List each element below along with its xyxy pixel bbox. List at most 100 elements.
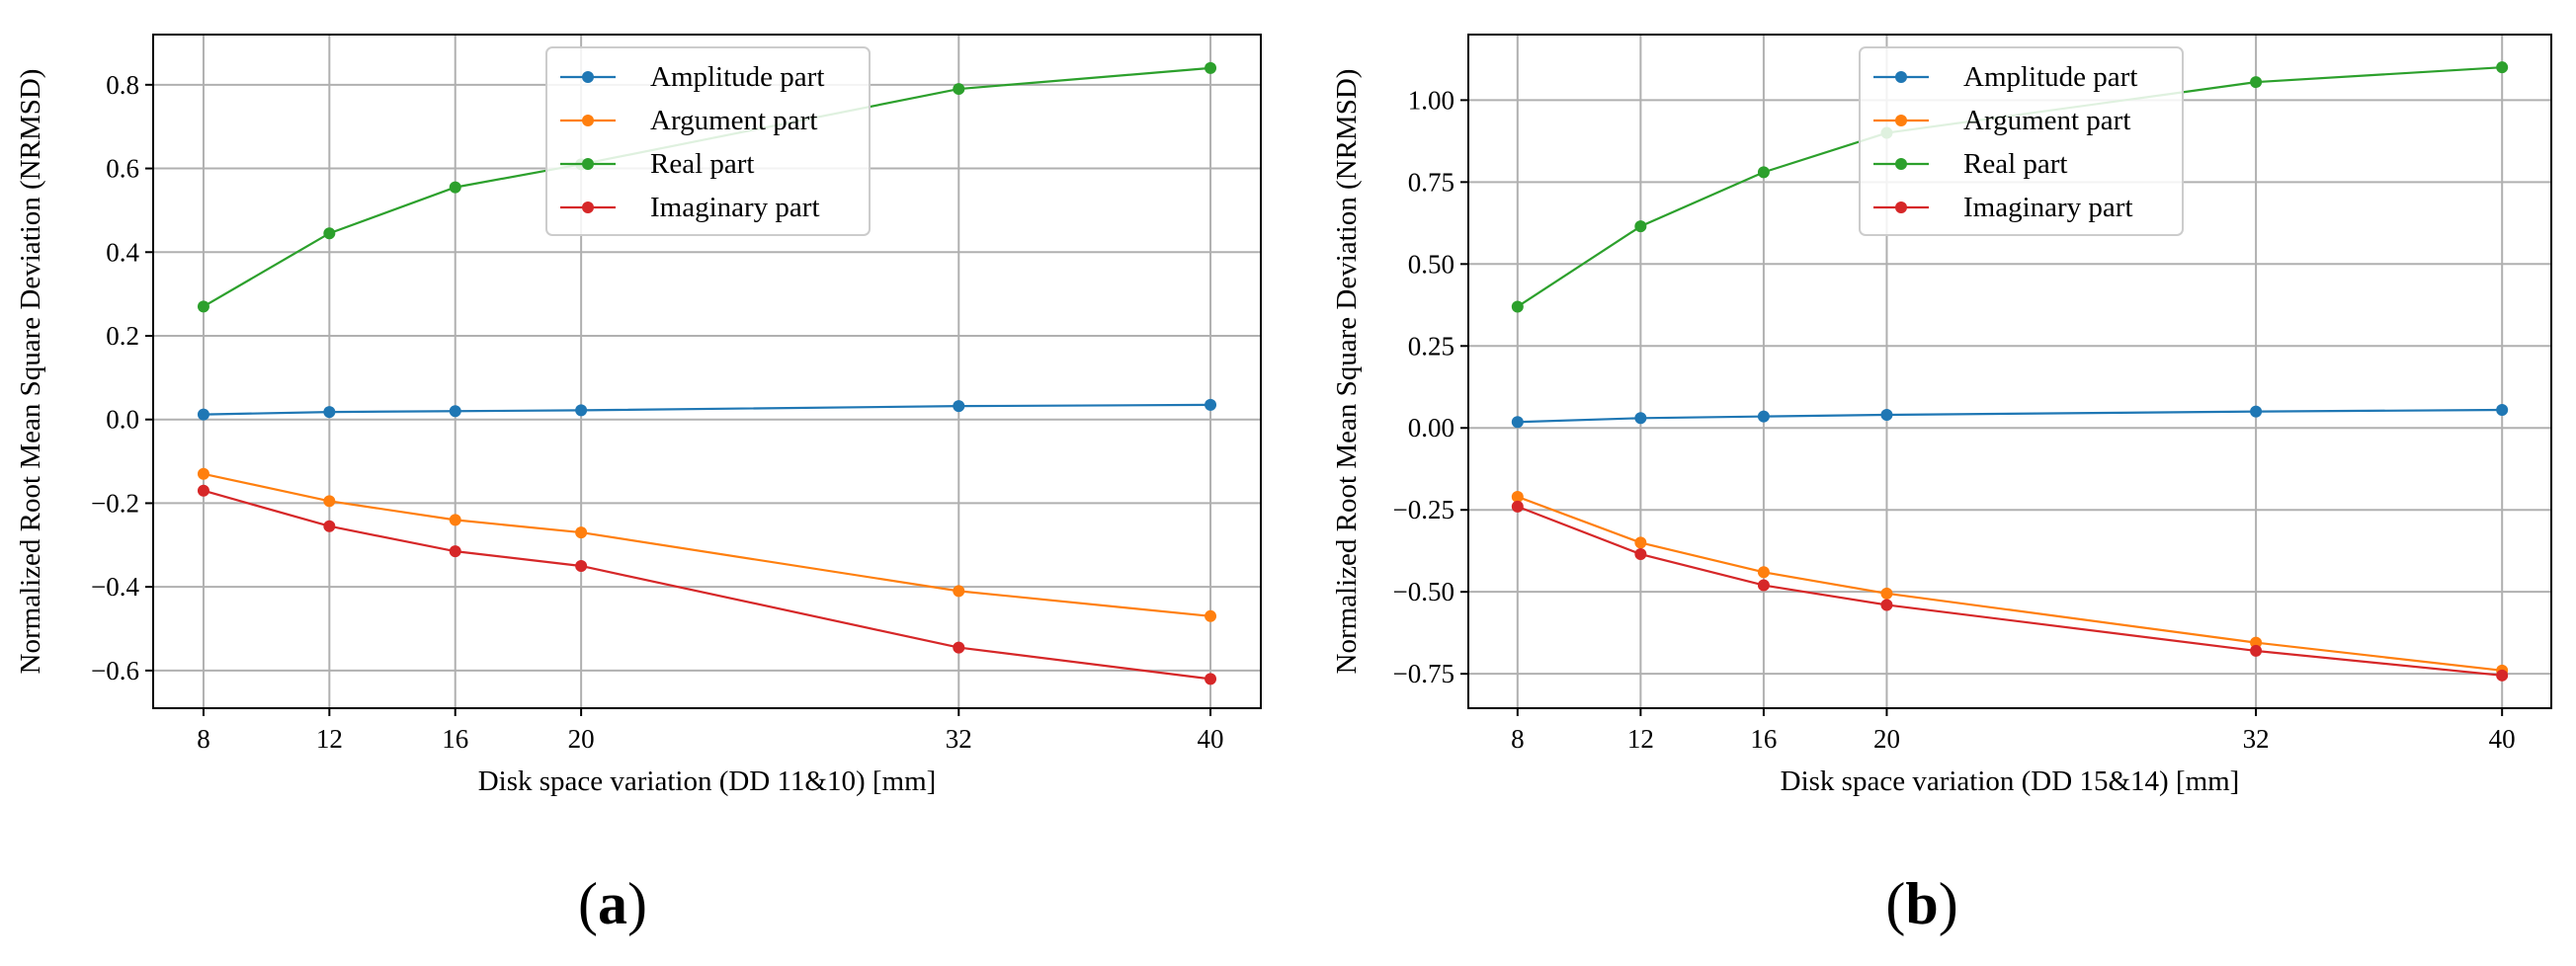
legend-label-amplitude: Amplitude part bbox=[650, 61, 824, 93]
legend-marker-amplitude bbox=[582, 71, 594, 83]
axes-frame bbox=[1467, 34, 2552, 709]
data-point-argument bbox=[1634, 536, 1647, 549]
data-point-imaginary bbox=[2250, 644, 2263, 657]
data-point-amplitude bbox=[1880, 408, 1893, 421]
legend-label-amplitude: Amplitude part bbox=[1963, 61, 2137, 93]
legend-marker-real bbox=[1895, 158, 1907, 170]
data-point-amplitude bbox=[1511, 416, 1524, 429]
x-axis-label: Disk space variation (DD 15&14) [mm] bbox=[1781, 765, 2240, 797]
legend-marker-argument bbox=[582, 115, 594, 126]
data-point-amplitude bbox=[1757, 410, 1770, 423]
axes-frame bbox=[152, 34, 1262, 709]
x-axis-label: Disk space variation (DD 11&10) [mm] bbox=[478, 765, 937, 797]
data-point-real bbox=[2250, 76, 2263, 89]
legend-marker-imaginary bbox=[582, 201, 594, 213]
data-point-imaginary bbox=[323, 520, 336, 532]
data-point-argument bbox=[575, 526, 588, 539]
series-line-real bbox=[203, 66, 1211, 308]
series-line-amplitude bbox=[1517, 408, 2503, 424]
x-tick-label: 20 bbox=[568, 724, 595, 754]
x-tick-label: 40 bbox=[2489, 724, 2516, 754]
legend-marker-argument bbox=[1895, 115, 1907, 126]
data-point-real bbox=[1205, 61, 1217, 74]
x-tick-label: 16 bbox=[442, 724, 468, 754]
legend-label-argument: Argument part bbox=[1963, 105, 2130, 136]
data-point-imaginary bbox=[1205, 673, 1217, 685]
data-point-imaginary bbox=[1511, 500, 1524, 513]
data-point-amplitude bbox=[2250, 405, 2263, 418]
data-point-amplitude bbox=[2496, 403, 2509, 416]
x-tick-label: 12 bbox=[1627, 724, 1654, 754]
panel-label: (b) bbox=[1885, 871, 1957, 936]
data-point-argument bbox=[449, 514, 461, 526]
data-point-real bbox=[2496, 61, 2509, 74]
legend-label-real: Real part bbox=[650, 148, 754, 180]
data-point-real bbox=[449, 181, 461, 194]
legend: Amplitude part Argument part Real part Imag… bbox=[545, 46, 871, 236]
data-point-argument bbox=[1511, 490, 1524, 503]
data-point-argument bbox=[1880, 587, 1893, 600]
legend-box bbox=[545, 46, 871, 236]
panel-label-open: ( bbox=[1885, 871, 1905, 936]
data-point-amplitude bbox=[575, 404, 588, 417]
x-tick-label: 8 bbox=[1511, 724, 1525, 754]
y-tick-label: −0.4 bbox=[91, 572, 139, 602]
series-line-argument bbox=[1517, 495, 2503, 672]
panel-label-letter: b bbox=[1905, 871, 1938, 936]
chart-panel-1: 8 12 16 20 32 40 −0.75 −0.50 −0.25 0.00 0.25 0.50 0.… bbox=[1331, 34, 2552, 936]
series-line-imaginary bbox=[1517, 505, 2503, 677]
data-point-argument bbox=[1757, 566, 1770, 579]
panel-label-letter: a bbox=[598, 871, 627, 936]
data-point-argument bbox=[1205, 609, 1217, 622]
data-point-imaginary bbox=[197, 484, 209, 497]
y-tick-label: 0.4 bbox=[106, 237, 139, 267]
legend-label-imaginary: Imaginary part bbox=[1963, 192, 2133, 223]
x-tick-label: 32 bbox=[946, 724, 972, 754]
x-tick-label: 20 bbox=[1873, 724, 1900, 754]
data-point-argument bbox=[2250, 636, 2263, 649]
data-point-imaginary bbox=[1880, 599, 1893, 611]
data-point-amplitude bbox=[323, 406, 336, 419]
panel-label: (a) bbox=[578, 871, 647, 936]
data-point-real bbox=[323, 227, 336, 240]
legend: Amplitude part Argument part Real part Imag… bbox=[1859, 46, 2184, 236]
x-tick-label: 12 bbox=[316, 724, 343, 754]
data-point-amplitude bbox=[449, 405, 461, 418]
y-tick-label: 0.75 bbox=[1408, 167, 1454, 197]
legend-marker-amplitude bbox=[1895, 71, 1907, 83]
data-point-imaginary bbox=[575, 559, 588, 572]
y-tick-label: 0.2 bbox=[106, 321, 139, 351]
x-tick-label: 32 bbox=[2243, 724, 2270, 754]
data-point-real bbox=[1634, 220, 1647, 233]
data-point-amplitude bbox=[1205, 398, 1217, 411]
y-tick-label: −0.50 bbox=[1393, 577, 1454, 606]
data-point-imaginary bbox=[953, 641, 965, 654]
data-point-imaginary bbox=[449, 545, 461, 558]
x-tick-label: 40 bbox=[1198, 724, 1224, 754]
data-point-imaginary bbox=[1757, 579, 1770, 592]
y-tick-label: 0.00 bbox=[1408, 413, 1454, 443]
y-tick-label: −0.6 bbox=[91, 656, 139, 685]
chart-panel-0: 8 12 16 20 32 40 −0.6 −0.4 −0.2 0.0 0.2 0.4 0.6 0.8 Di… bbox=[15, 34, 1262, 936]
series-line-imaginary bbox=[203, 489, 1211, 681]
y-tick-label: 0.6 bbox=[106, 154, 139, 184]
panel-label-close: ) bbox=[627, 871, 647, 936]
panel-label-open: ( bbox=[578, 871, 598, 936]
legend-label-imaginary: Imaginary part bbox=[650, 192, 820, 223]
legend-label-argument: Argument part bbox=[650, 105, 817, 136]
y-tick-label: 0.0 bbox=[106, 405, 139, 435]
data-point-amplitude bbox=[1634, 412, 1647, 425]
y-tick-label: −0.2 bbox=[91, 488, 139, 518]
y-tick-label: 0.8 bbox=[106, 70, 139, 100]
data-point-real bbox=[197, 300, 209, 313]
y-tick-label: 1.00 bbox=[1408, 85, 1454, 115]
data-point-real bbox=[1511, 300, 1524, 313]
x-tick-label: 8 bbox=[197, 724, 210, 754]
data-point-argument bbox=[953, 585, 965, 598]
legend-marker-imaginary bbox=[1895, 201, 1907, 213]
data-point-argument bbox=[323, 495, 336, 508]
series-line-amplitude bbox=[203, 403, 1211, 416]
legend-marker-real bbox=[582, 158, 594, 170]
y-axis-label: Normalized Root Mean Square Deviation (N… bbox=[1331, 69, 1363, 675]
